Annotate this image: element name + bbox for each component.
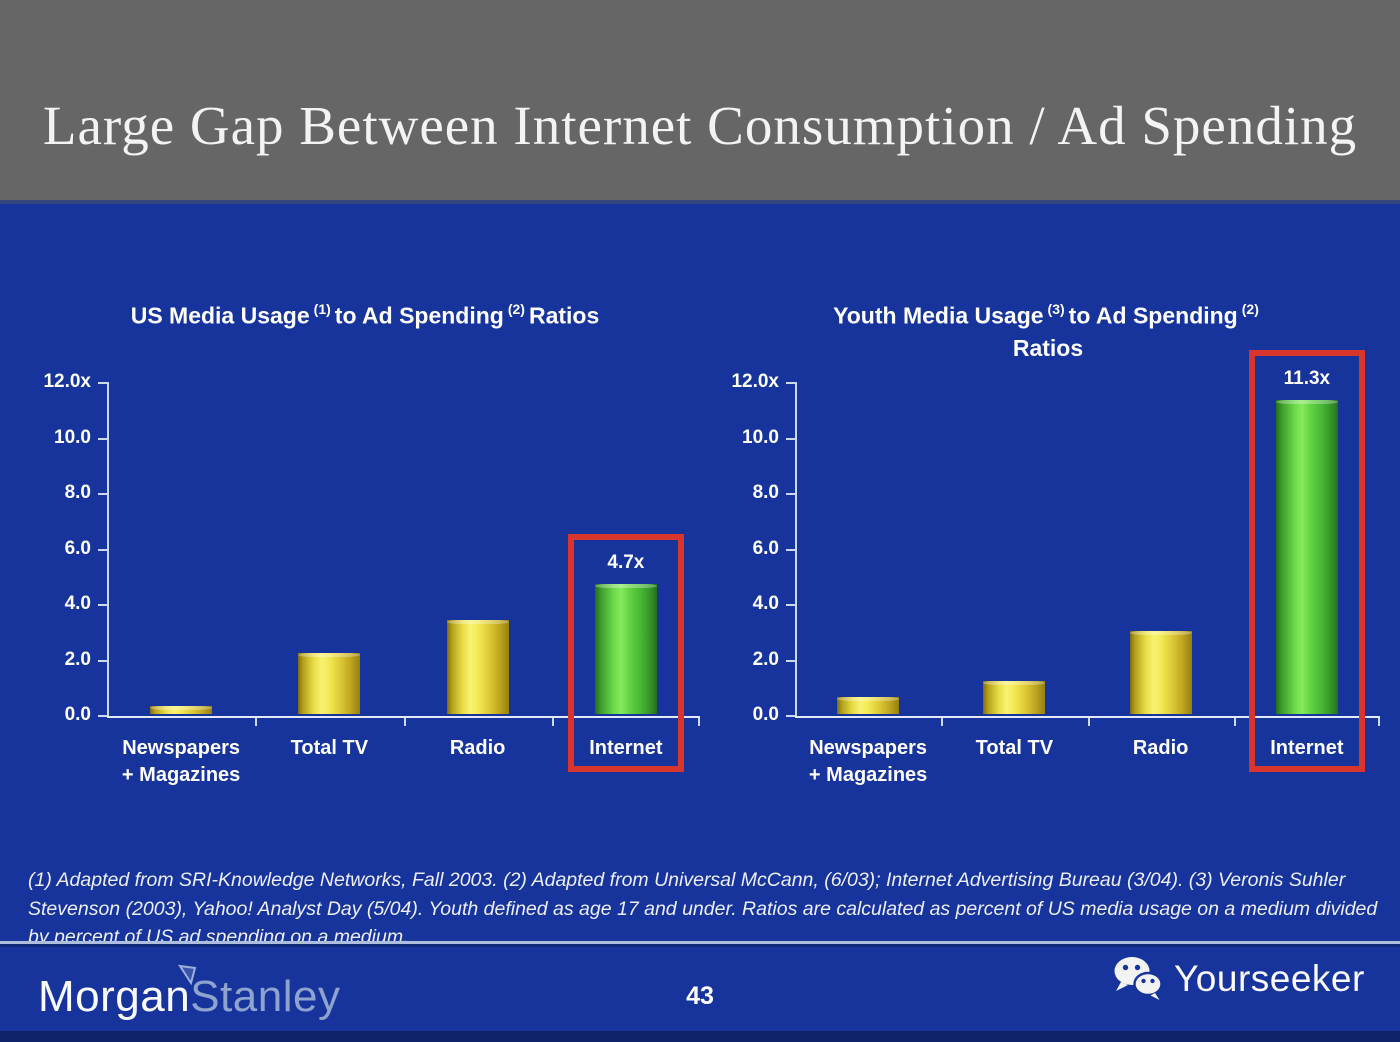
- chart-title-text: to Ad Spending: [334, 302, 504, 329]
- footnote-ref: (3): [1047, 301, 1065, 317]
- y-axis-tick: [98, 659, 107, 662]
- y-axis-tick-label: 0.0: [64, 704, 91, 725]
- y-axis-tick-label: 4.0: [752, 593, 779, 614]
- footnote-ref: (1): [313, 301, 331, 317]
- y-axis-tick-label: 6.0: [752, 537, 779, 559]
- morgan-stanley-logo-stanley: Stanley: [190, 972, 341, 1021]
- y-axis-tick-label: 10.0: [54, 426, 91, 448]
- y-axis-line: [795, 382, 797, 718]
- bar: [446, 620, 509, 714]
- category-label: Total TV: [975, 737, 1054, 759]
- page-number: 43: [686, 982, 714, 1010]
- chart-title-text: Youth Media Usage: [833, 302, 1044, 329]
- bar-internet-highlight: [594, 584, 657, 714]
- y-axis-tick-label: 6.0: [64, 537, 91, 559]
- x-axis-line: [795, 716, 1380, 718]
- category-label: Internet: [1270, 737, 1344, 759]
- y-axis-tick: [98, 548, 107, 551]
- yourseeker-brand-text: Yourseeker: [1174, 958, 1365, 999]
- bar: [983, 681, 1046, 714]
- y-axis-tick: [786, 493, 795, 495]
- y-axis-tick-label: 2.0: [64, 648, 91, 670]
- y-axis-tick: [98, 493, 107, 495]
- highlight-box: [567, 534, 684, 772]
- plot-area-left: 12.0x 10.0 8.0 6.0 4.0 2.0 0.0 Newspapers + Mag…: [43, 371, 700, 786]
- chart-title-text: Ratios: [528, 302, 600, 329]
- divider-line: [0, 941, 1400, 944]
- y-axis-tick-label: 10.0: [742, 426, 779, 448]
- bar: [1129, 631, 1192, 714]
- y-axis-tick: [98, 382, 107, 384]
- y-axis-line: [107, 382, 109, 718]
- y-axis-tick: [98, 437, 107, 440]
- slide-header: Large Gap Between Internet Consumption /…: [0, 0, 1400, 204]
- y-axis-tick: [786, 659, 795, 662]
- morgan-stanley-logo: MorganStanley: [38, 964, 341, 1022]
- footnote-ref: (2): [1241, 301, 1259, 317]
- bar: [150, 706, 213, 714]
- highlight-box: [1248, 350, 1365, 772]
- y-axis-tick: [98, 715, 107, 717]
- y-axis-tick-label: 2.0: [752, 648, 779, 670]
- x-axis-tick: [1233, 718, 1236, 726]
- yourseeker-brand: Yourseeker: [1112, 956, 1365, 1002]
- y-axis-tick-label: 4.0: [64, 593, 91, 614]
- bottom-strip: [0, 1031, 1400, 1042]
- category-label: Radio: [1132, 737, 1189, 759]
- category-label: Total TV: [290, 737, 369, 759]
- value-label: 11.3x: [1283, 368, 1331, 389]
- x-axis-tick: [1378, 718, 1380, 726]
- footnote-ref: (2): [507, 301, 525, 317]
- bar: [298, 653, 361, 714]
- x-axis-line: [107, 716, 700, 718]
- value-label: 4.7x: [607, 552, 645, 573]
- plot-area-right: 12.0x 10.0 8.0 6.0 4.0 2.0 0.0 Newspapers + Mag…: [731, 350, 1380, 786]
- wechat-icon: [1114, 957, 1163, 1000]
- chart-title-line: Youth Media Usage (3) to Ad Spending (2): [778, 294, 1318, 332]
- y-axis-tick: [786, 437, 795, 440]
- y-axis-tick: [786, 382, 795, 384]
- bar: [837, 697, 900, 714]
- y-axis-tick-label: 12.0x: [43, 371, 91, 392]
- y-axis-tick: [786, 604, 795, 606]
- y-axis-tick-label: 0.0: [752, 704, 779, 725]
- bar-internet-highlight: [1275, 400, 1338, 714]
- category-label: Internet: [589, 737, 663, 759]
- y-axis-tick: [786, 715, 795, 717]
- chart-title-right: Youth Media Usage (3) to Ad Spending (2) Ra…: [778, 294, 1318, 364]
- x-axis-tick: [255, 718, 258, 726]
- x-axis-tick: [551, 718, 554, 726]
- x-axis-tick: [698, 718, 700, 726]
- chart-title-left: US Media Usage (1) to Ad Spending (2) Ratios: [55, 294, 675, 332]
- chart-title-text: Ratios: [1012, 334, 1084, 361]
- y-axis-tick: [786, 548, 795, 551]
- y-axis-tick: [98, 604, 107, 606]
- category-label: Radio: [449, 737, 506, 759]
- chart-title-text: to Ad Spending: [1068, 302, 1238, 329]
- chart-title-line: US Media Usage (1) to Ad Spending (2) Ratios: [55, 294, 675, 332]
- morgan-stanley-logo-morgan: Morgan: [38, 972, 191, 1021]
- x-axis-tick: [403, 718, 406, 726]
- x-axis-tick: [941, 718, 944, 726]
- category-label: Newspapers + Magazines: [808, 737, 928, 786]
- footnote: (1) Adapted from SRI-Knowledge Networks,…: [28, 869, 1378, 948]
- y-axis-tick-label: 8.0: [752, 482, 779, 503]
- y-axis-tick-label: 12.0x: [731, 371, 779, 392]
- x-axis-tick: [1087, 718, 1090, 726]
- category-label: Newspapers + Magazines: [121, 737, 241, 786]
- chart-title-text: US Media Usage: [130, 302, 310, 329]
- y-axis-tick-label: 8.0: [64, 482, 91, 503]
- slide-title: Large Gap Between Internet Consumption /…: [42, 95, 1358, 156]
- morgan-stanley-flag-icon: [178, 964, 197, 986]
